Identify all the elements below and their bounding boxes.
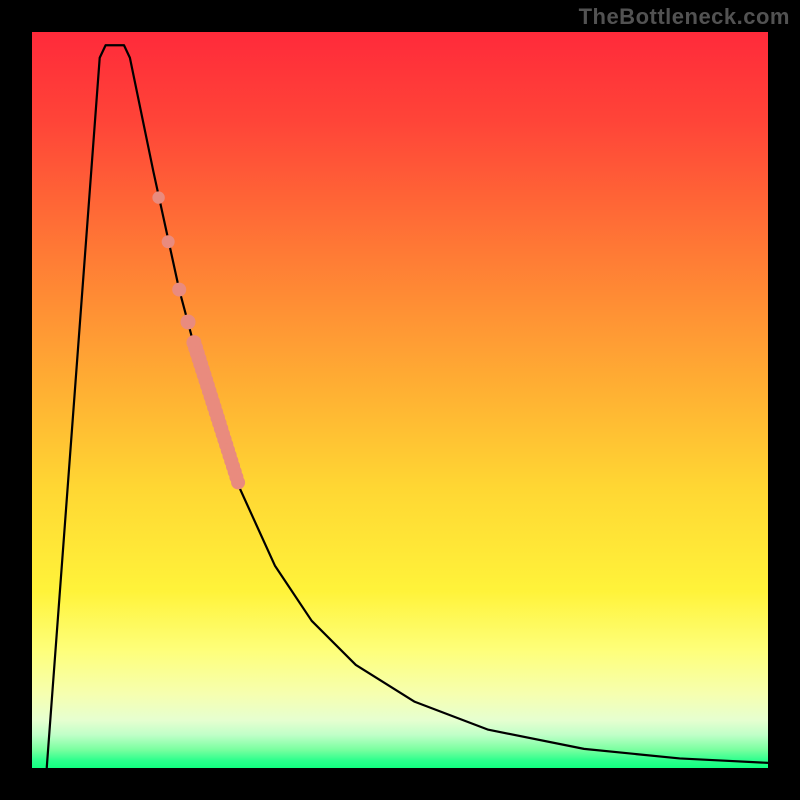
data-point — [172, 283, 186, 297]
data-point — [162, 235, 175, 248]
data-point — [231, 475, 245, 489]
data-point — [181, 314, 196, 329]
plot-background — [32, 32, 768, 768]
bottleneck-chart-svg — [0, 0, 800, 800]
chart-root: TheBottleneck.com — [0, 0, 800, 800]
watermark-text: TheBottleneck.com — [579, 4, 790, 30]
data-point — [152, 191, 164, 203]
